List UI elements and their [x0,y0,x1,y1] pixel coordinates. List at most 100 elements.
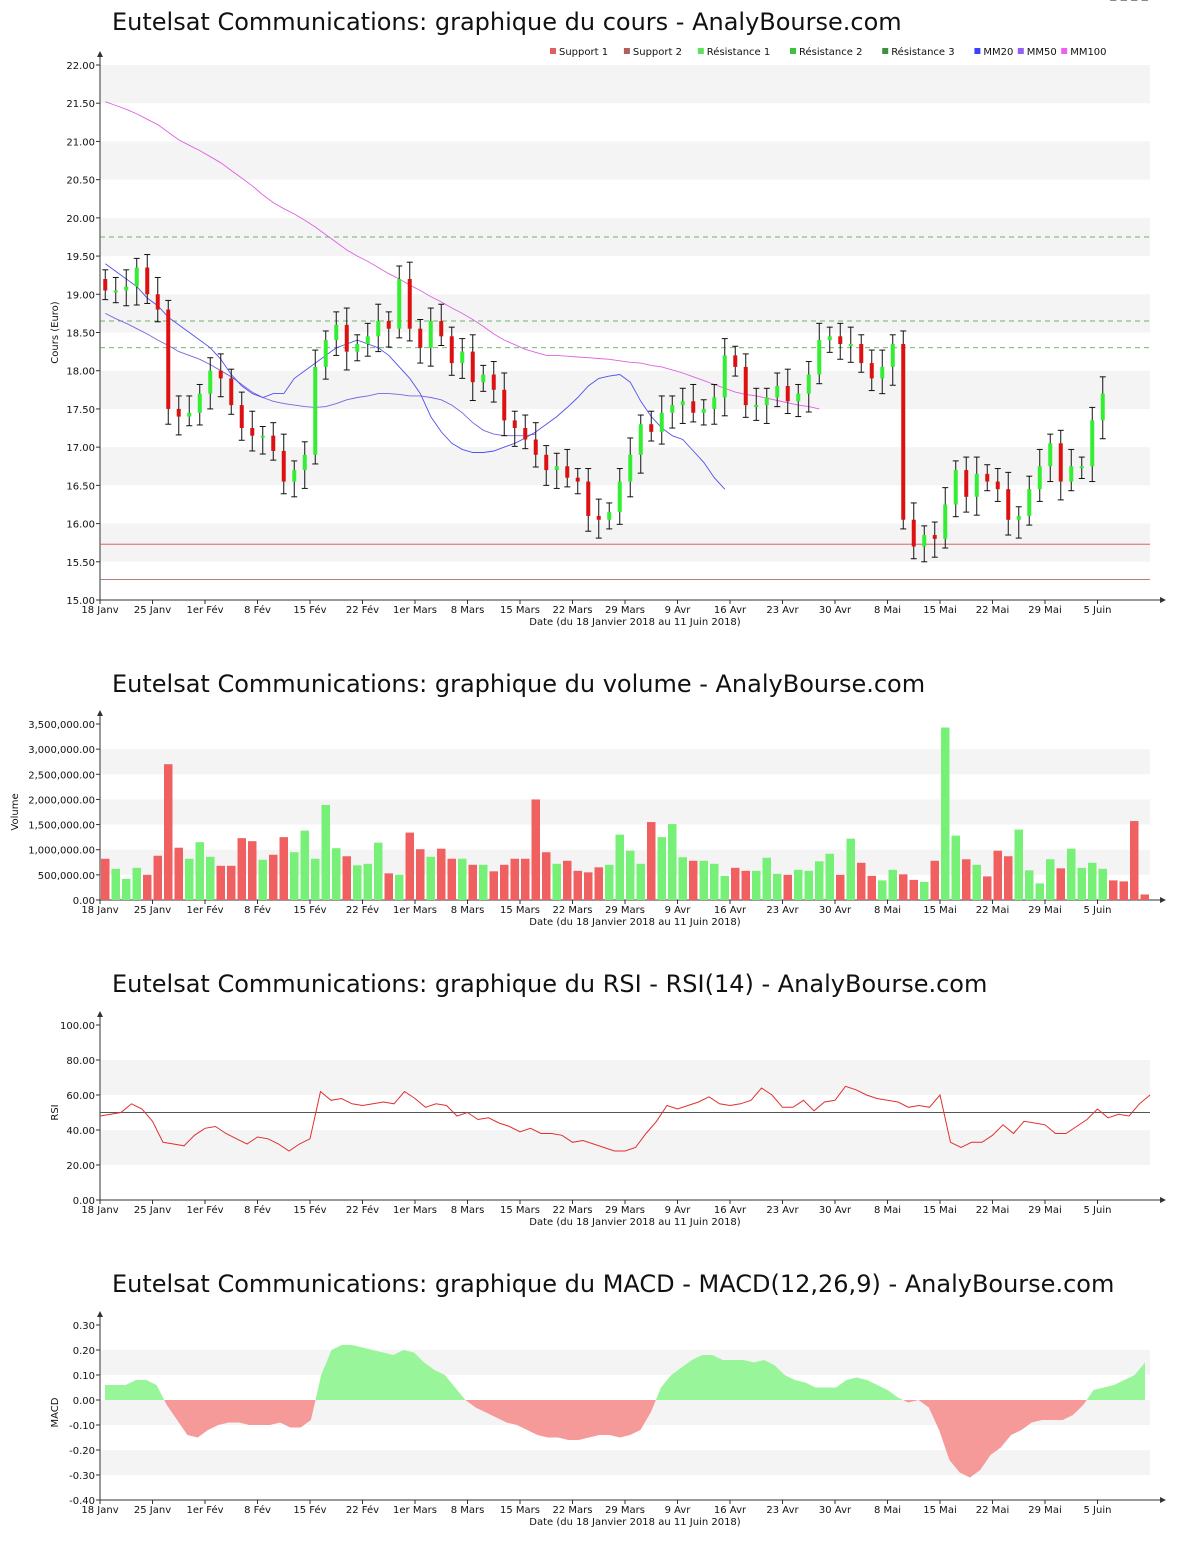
volume-bar [185,858,194,900]
price-xtick-label: 22 Mars [553,605,593,616]
candle-body [1027,489,1032,516]
rsi-xtick-label: 25 Janv [134,1205,171,1216]
candle-body [764,397,769,406]
volume-ytick-label: 3,000,000.00 [28,745,95,756]
legend-swatch [790,48,796,54]
volume-xtick-label: 23 Avr [766,905,799,916]
volume-grid-band [100,849,1150,875]
macd-ytick-label: -0.30 [69,1471,95,1482]
candle-body [481,374,486,383]
rsi-ytick-label: 0.00 [73,1196,95,1207]
price-ytick-label: 19.50 [66,252,95,263]
volume-bar [857,862,866,900]
price-xtick-label: 23 Avr [766,605,799,616]
volume-bar [710,863,719,900]
candle-body [922,535,927,547]
volume-bar [1109,880,1118,900]
volume-bar [1088,862,1097,900]
candle-body [124,286,129,291]
volume-xtick-label: 1er Mars [393,905,437,916]
macd-xtick-label: 18 Janv [81,1505,118,1516]
candle-body [502,389,507,421]
price-xtick-label: 15 Mars [500,605,540,616]
candle-body [176,408,181,417]
volume-bar [752,870,761,900]
volume-xtick-label: 22 Fév [346,904,379,916]
rsi-xtick-label: 29 Mars [605,1205,645,1216]
macd-grid-band [100,1450,1150,1475]
price-ytick-label: 21.00 [66,137,95,148]
volume-xtick-label: 8 Mars [451,905,485,916]
price-xtick-label: 15 Fév [293,604,326,616]
rsi-chart-title: Eutelsat Communications: graphique du RS… [112,970,988,998]
candle-body [848,343,853,346]
macd-ytick-label: -0.40 [69,1496,95,1507]
volume-bar [1056,868,1065,900]
price-xtick-label: 8 Fév [244,604,271,616]
candle-body [407,279,412,329]
legend-swatch [623,48,630,54]
macd-x-axis-arrow [1160,1497,1166,1503]
volume-bar [269,854,278,900]
volume-bar [699,860,708,900]
macd-ytick-label: 0.10 [73,1371,95,1382]
rsi-ylabel: RSI [50,1104,61,1120]
volume-xtick-label: 22 Mars [553,905,593,916]
volume-bar [647,822,656,900]
candle-body [565,466,570,478]
mm100-line [105,101,820,410]
candle-body [596,515,601,520]
candle-body [659,412,664,432]
volume-xtick-label: 9 Avr [665,905,692,916]
macd-xtick-label: 22 Mars [553,1505,593,1516]
price-grid-band [100,141,1150,180]
rsi-xtick-label: 5 Juin [1084,1205,1112,1216]
candle-body [817,340,822,375]
price-xlabel: Date (du 18 Janvier 2018 au 11 Juin 2018… [529,617,741,628]
candle-body [271,435,276,451]
macd-xtick-label: 25 Janv [134,1505,171,1516]
volume-xtick-label: 18 Janv [81,905,118,916]
candle-body [166,309,171,409]
candle-body [586,481,591,516]
volume-bar [678,857,687,900]
legend-entry: Résistance 2 [799,46,862,58]
volume-bar [405,832,414,900]
candle-body [418,328,423,348]
volume-bar [909,879,918,900]
candle-body [974,473,979,497]
candle-body [292,470,297,482]
candle-body [785,386,790,402]
candle-body [218,370,223,379]
candle-body [1037,466,1042,490]
volume-bar [248,841,257,900]
volume-ytick-label: 2,000,000.00 [28,795,95,806]
candle-body [386,321,391,329]
rsi-ytick-label: 40.00 [66,1126,95,1137]
candle-body [733,355,738,367]
rsi-xtick-label: 16 Avr [714,1205,747,1216]
volume-xtick-label: 30 Avr [819,905,852,916]
candle-body [691,401,696,413]
rsi-xtick-label: 15 Fév [293,1204,326,1216]
volume-xtick-label: 15 Mai [923,905,956,916]
rsi-xtick-label: 8 Mars [451,1205,485,1216]
candle-body [911,519,916,547]
volume-bar [941,727,950,900]
price-xtick-label: 5 Juin [1084,605,1112,616]
price-ytick-label: 16.50 [66,481,95,492]
volume-bar [447,858,456,900]
volume-bar [195,842,204,900]
price-xtick-label: 29 Mai [1028,605,1061,616]
volume-bar [311,858,320,900]
candle-body [838,336,843,344]
macd-xtick-label: 8 Mai [874,1505,901,1516]
price-xtick-label: 18 Janv [81,605,118,616]
volume-bar [374,842,383,900]
price-xtick-label: 8 Mars [451,605,485,616]
candle-body [880,366,885,379]
volume-bar [878,880,887,900]
volume-bar [111,868,120,900]
legend-entry: Résistance 1 [707,46,770,58]
price-ylabel: Cours (Euro) [50,301,61,364]
